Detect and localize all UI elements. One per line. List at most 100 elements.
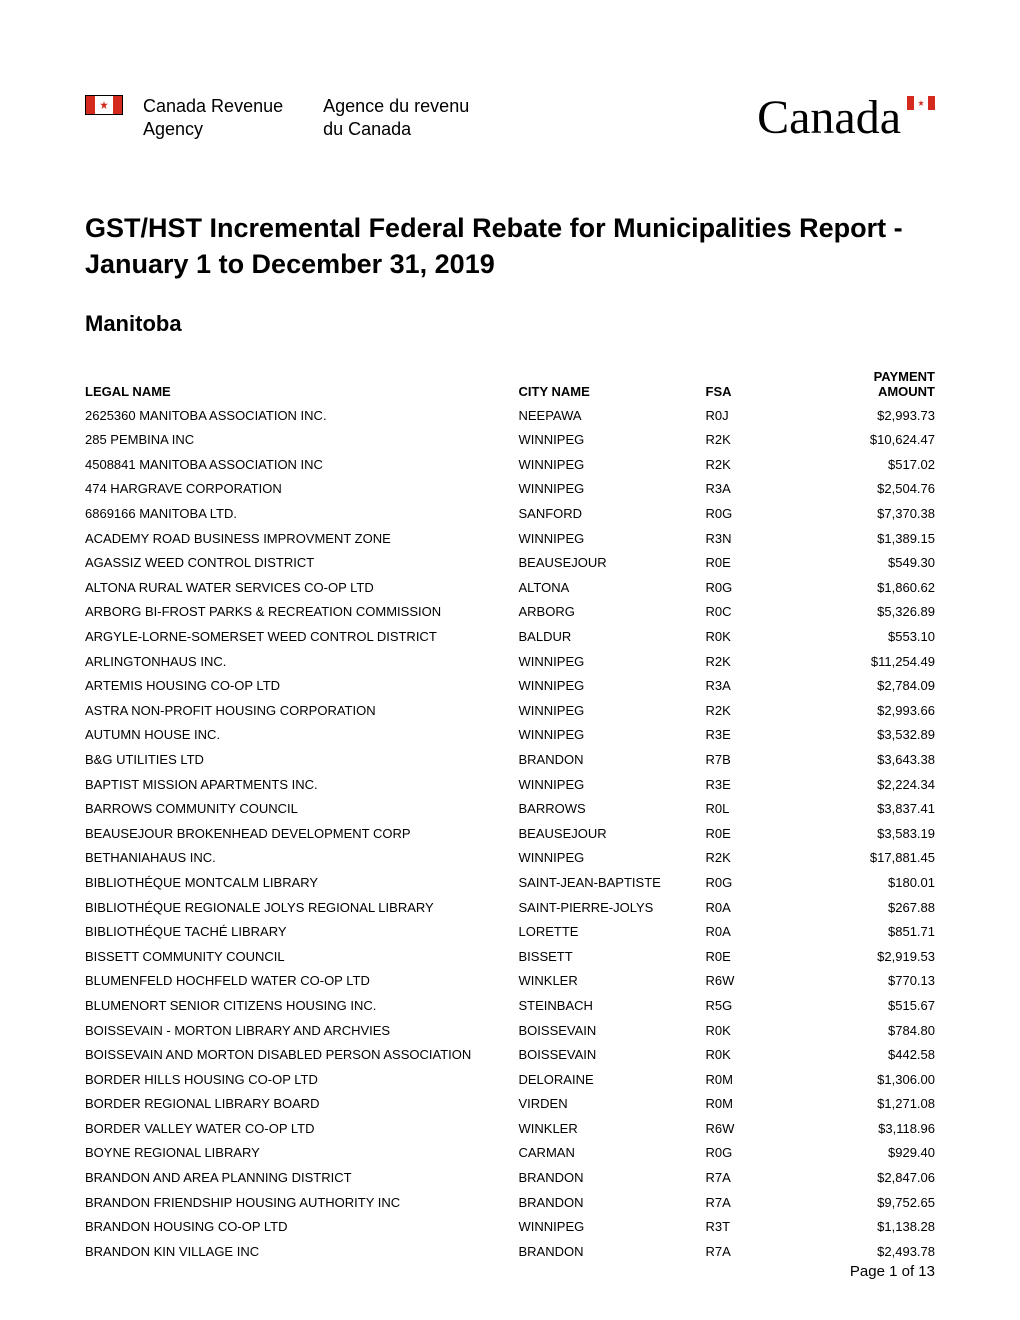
cell-city-name: BRANDON xyxy=(519,747,706,772)
table-row: BORDER HILLS HOUSING CO-OP LTDDELORAINER… xyxy=(85,1067,935,1092)
cell-city-name: BARROWS xyxy=(519,796,706,821)
wordmark-flag-icon xyxy=(907,96,935,110)
cell-legal-name: BORDER HILLS HOUSING CO-OP LTD xyxy=(85,1067,519,1092)
cell-payment-amount: $517.02 xyxy=(808,452,936,477)
canada-wordmark: Canada xyxy=(757,90,935,145)
table-row: BIBLIOTHÉQUE REGIONALE JOLYS REGIONAL LI… xyxy=(85,895,935,920)
table-row: BORDER VALLEY WATER CO-OP LTDWINKLERR6W$… xyxy=(85,1116,935,1141)
table-row: BOISSEVAIN - MORTON LIBRARY AND ARCHVIES… xyxy=(85,1018,935,1043)
cell-legal-name: B&G UTILITIES LTD xyxy=(85,747,519,772)
cell-payment-amount: $9,752.65 xyxy=(808,1190,936,1215)
cell-fsa: R2K xyxy=(706,452,808,477)
cell-payment-amount: $1,138.28 xyxy=(808,1214,936,1239)
cell-payment-amount: $3,532.89 xyxy=(808,723,936,748)
col-header-payment-line2: AMOUNT xyxy=(808,384,936,399)
cell-legal-name: ALTONA RURAL WATER SERVICES CO-OP LTD xyxy=(85,575,519,600)
table-row: ARBORG BI-FROST PARKS & RECREATION COMMI… xyxy=(85,600,935,625)
cell-city-name: WINNIPEG xyxy=(519,772,706,797)
cell-fsa: R0L xyxy=(706,796,808,821)
cell-legal-name: BETHANIAHAUS INC. xyxy=(85,846,519,871)
table-row: BIBLIOTHÉQUE MONTCALM LIBRARYSAINT-JEAN-… xyxy=(85,870,935,895)
cell-payment-amount: $2,993.73 xyxy=(808,403,936,428)
cell-legal-name: AGASSIZ WEED CONTROL DISTRICT xyxy=(85,550,519,575)
table-row: BORDER REGIONAL LIBRARY BOARDVIRDENR0M$1… xyxy=(85,1092,935,1117)
cell-payment-amount: $1,389.15 xyxy=(808,526,936,551)
cell-legal-name: ASTRA NON-PROFIT HOUSING CORPORATION xyxy=(85,698,519,723)
cell-legal-name: ACADEMY ROAD BUSINESS IMPROVMENT ZONE xyxy=(85,526,519,551)
cell-payment-amount: $1,860.62 xyxy=(808,575,936,600)
cell-legal-name: AUTUMN HOUSE INC. xyxy=(85,723,519,748)
cell-fsa: R3A xyxy=(706,673,808,698)
table-row: BOISSEVAIN AND MORTON DISABLED PERSON AS… xyxy=(85,1042,935,1067)
table-body: 2625360 MANITOBA ASSOCIATION INC.NEEPAWA… xyxy=(85,403,935,1264)
agency-signature: Canada Revenue Agency Agence du revenu d… xyxy=(85,95,469,140)
cell-payment-amount: $5,326.89 xyxy=(808,600,936,625)
cell-fsa: R0C xyxy=(706,600,808,625)
col-header-payment-line1: PAYMENT xyxy=(808,369,936,384)
cell-fsa: R0G xyxy=(706,501,808,526)
cell-fsa: R7A xyxy=(706,1239,808,1264)
cell-fsa: R0E xyxy=(706,944,808,969)
cell-legal-name: BRANDON AND AREA PLANNING DISTRICT xyxy=(85,1165,519,1190)
cell-city-name: WINNIPEG xyxy=(519,427,706,452)
table-row: BRANDON KIN VILLAGE INCBRANDONR7A$2,493.… xyxy=(85,1239,935,1264)
cell-city-name: WINNIPEG xyxy=(519,477,706,502)
cell-legal-name: BORDER VALLEY WATER CO-OP LTD xyxy=(85,1116,519,1141)
table-row: BRANDON AND AREA PLANNING DISTRICTBRANDO… xyxy=(85,1165,935,1190)
agency-name-fr-line1: Agence du revenu xyxy=(323,95,469,118)
table-row: BRANDON HOUSING CO-OP LTDWINNIPEGR3T$1,1… xyxy=(85,1214,935,1239)
cell-payment-amount: $3,583.19 xyxy=(808,821,936,846)
cell-city-name: BRANDON xyxy=(519,1190,706,1215)
cell-legal-name: BEAUSEJOUR BROKENHEAD DEVELOPMENT CORP xyxy=(85,821,519,846)
table-row: BISSETT COMMUNITY COUNCILBISSETTR0E$2,91… xyxy=(85,944,935,969)
cell-payment-amount: $180.01 xyxy=(808,870,936,895)
table-row: BLUMENORT SENIOR CITIZENS HOUSING INC.ST… xyxy=(85,993,935,1018)
cell-city-name: BALDUR xyxy=(519,624,706,649)
agency-name-fr-line2: du Canada xyxy=(323,118,469,141)
cell-fsa: R0K xyxy=(706,624,808,649)
cell-city-name: BEAUSEJOUR xyxy=(519,550,706,575)
cell-legal-name: ARBORG BI-FROST PARKS & RECREATION COMMI… xyxy=(85,600,519,625)
cell-payment-amount: $3,643.38 xyxy=(808,747,936,772)
table-row: AUTUMN HOUSE INC.WINNIPEGR3E$3,532.89 xyxy=(85,723,935,748)
table-row: BIBLIOTHÉQUE TACHÉ LIBRARYLORETTER0A$851… xyxy=(85,919,935,944)
cell-legal-name: BOYNE REGIONAL LIBRARY xyxy=(85,1141,519,1166)
cell-payment-amount: $851.71 xyxy=(808,919,936,944)
cell-city-name: WINKLER xyxy=(519,969,706,994)
table-row: ARGYLE-LORNE-SOMERSET WEED CONTROL DISTR… xyxy=(85,624,935,649)
cell-fsa: R7A xyxy=(706,1165,808,1190)
table-row: B&G UTILITIES LTDBRANDONR7B$3,643.38 xyxy=(85,747,935,772)
cell-fsa: R0G xyxy=(706,870,808,895)
agency-name-en: Canada Revenue Agency xyxy=(143,95,283,140)
cell-payment-amount: $2,847.06 xyxy=(808,1165,936,1190)
table-row: ARLINGTONHAUS INC.WINNIPEGR2K$11,254.49 xyxy=(85,649,935,674)
cell-payment-amount: $3,837.41 xyxy=(808,796,936,821)
cell-legal-name: BIBLIOTHÉQUE TACHÉ LIBRARY xyxy=(85,919,519,944)
page-title: GST/HST Incremental Federal Rebate for M… xyxy=(85,210,935,283)
agency-labels: Canada Revenue Agency Agence du revenu d… xyxy=(143,95,469,140)
table-header-row: LEGAL NAME CITY NAME FSA PAYMENT AMOUNT xyxy=(85,365,935,403)
cell-city-name: VIRDEN xyxy=(519,1092,706,1117)
cell-payment-amount: $2,784.09 xyxy=(808,673,936,698)
cell-legal-name: ARGYLE-LORNE-SOMERSET WEED CONTROL DISTR… xyxy=(85,624,519,649)
cell-payment-amount: $2,919.53 xyxy=(808,944,936,969)
cell-legal-name: BRANDON HOUSING CO-OP LTD xyxy=(85,1214,519,1239)
cell-payment-amount: $442.58 xyxy=(808,1042,936,1067)
cell-payment-amount: $929.40 xyxy=(808,1141,936,1166)
cell-legal-name: BLUMENFELD HOCHFELD WATER CO-OP LTD xyxy=(85,969,519,994)
cell-legal-name: BIBLIOTHÉQUE REGIONALE JOLYS REGIONAL LI… xyxy=(85,895,519,920)
cell-fsa: R0E xyxy=(706,550,808,575)
cell-payment-amount: $3,118.96 xyxy=(808,1116,936,1141)
cell-city-name: BISSETT xyxy=(519,944,706,969)
table-row: 6869166 MANITOBA LTD.SANFORDR0G$7,370.38 xyxy=(85,501,935,526)
cell-city-name: WINNIPEG xyxy=(519,698,706,723)
cell-city-name: NEEPAWA xyxy=(519,403,706,428)
cell-legal-name: 6869166 MANITOBA LTD. xyxy=(85,501,519,526)
cell-fsa: R2K xyxy=(706,698,808,723)
table-row: BRANDON FRIENDSHIP HOUSING AUTHORITY INC… xyxy=(85,1190,935,1215)
cell-city-name: BRANDON xyxy=(519,1239,706,1264)
cell-legal-name: 4508841 MANITOBA ASSOCIATION INC xyxy=(85,452,519,477)
cell-fsa: R2K xyxy=(706,427,808,452)
cell-city-name: WINNIPEG xyxy=(519,673,706,698)
cell-fsa: R6W xyxy=(706,969,808,994)
